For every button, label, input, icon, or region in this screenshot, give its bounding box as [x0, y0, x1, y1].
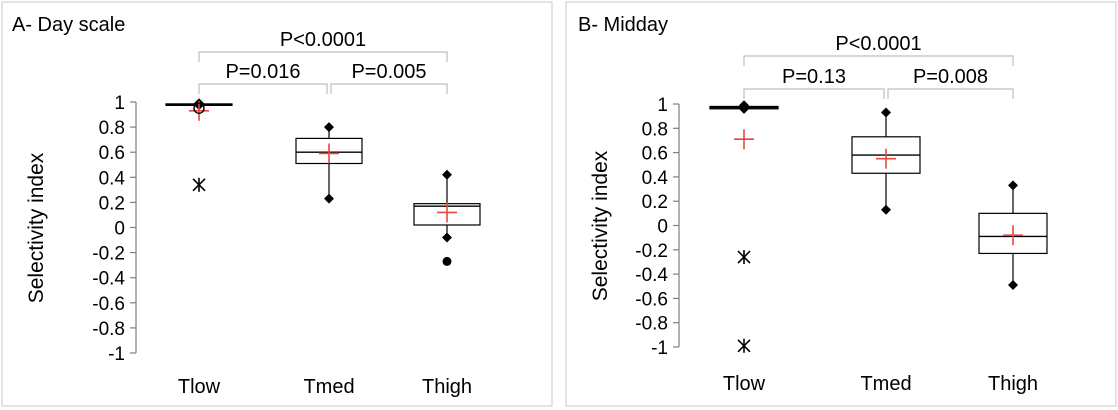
extreme-point — [737, 250, 751, 265]
panel-b-y-tick-label: 0 — [657, 217, 668, 238]
panel-b-y-axis-label: Selectivity index — [589, 150, 612, 301]
whisker-min-marker — [1008, 280, 1018, 291]
whisker-max-marker — [442, 169, 452, 180]
panel-b-y-tick-label: 0.4 — [642, 168, 669, 189]
whisker-min-marker — [881, 204, 891, 215]
panel-b-y-tick-label: -0.4 — [635, 265, 668, 286]
panel-a-y-tick-label: -0.8 — [92, 319, 125, 340]
panel-a-y-tick-label: -0.6 — [92, 294, 125, 315]
whisker-min-marker — [739, 103, 749, 114]
panel-a-significance-bracket: P<0.0001 — [198, 29, 448, 62]
bracket-line — [743, 88, 885, 99]
panel-a-y-tick-label: 0.8 — [99, 118, 125, 139]
bracket-p-value: P<0.0001 — [835, 33, 921, 55]
panel-a-y-tick-label: 0 — [114, 219, 125, 240]
panel-b-y-tick-label: -0.6 — [635, 289, 668, 310]
panel-b-significance-bracket: P=0.008 — [887, 66, 1014, 99]
bracket-p-value: P<0.0001 — [280, 29, 366, 51]
bracket-line — [198, 83, 328, 94]
bracket-line — [198, 51, 448, 62]
panel-a-significance-bracket: P=0.005 — [330, 61, 448, 94]
panel-a-y-tick-label: 0.6 — [99, 143, 125, 164]
panel-b-y-tick-label: 1 — [657, 95, 668, 116]
panel-b-y-tick-label: 0.6 — [642, 144, 668, 165]
whisker-max-marker — [324, 122, 334, 133]
panel-a-box-thigh — [413, 169, 481, 266]
bracket-p-value: P=0.016 — [225, 61, 300, 83]
panel-b-marks: 1 0.8 0.6 0.4 0.2 0 -0.2 -0.4 -0.6 -0.8 -1 Tlow Tmed… — [635, 33, 1048, 395]
panel-a-box-tlow — [165, 98, 233, 192]
panel-b-y-tick-label: -0.2 — [635, 241, 668, 262]
panel-b-box-thigh — [978, 180, 1048, 291]
panel-a-marks: 1 0.8 0.6 0.4 0.2 0 -0.2 -0.4 -0.6 -0.8 -1 Tlow Tmed… — [92, 29, 481, 398]
bracket-p-value: P=0.008 — [913, 66, 988, 88]
panel-a-category-label: Tlow — [178, 376, 221, 398]
bracket-line — [743, 55, 1014, 66]
extreme-point — [192, 177, 206, 192]
panel-a-title: A- Day scale — [12, 14, 125, 36]
panel-b-title: B- Midday — [578, 14, 668, 36]
outlier-point — [442, 256, 452, 266]
bracket-line — [330, 83, 448, 94]
panel-a-y-tick-label: -0.4 — [92, 269, 125, 290]
panel-a-category-label: Tmed — [303, 376, 354, 398]
panel-a-y-tick-label: -1 — [108, 344, 125, 365]
panel-b-significance-bracket: P<0.0001 — [743, 33, 1014, 66]
panel-a-y-tick-label: 0.2 — [99, 193, 125, 214]
panel-a: A- Day scale Selectivity index 1 0.8 0.6 0.… — [1, 1, 553, 407]
panel-b-box-tlow — [709, 100, 779, 353]
panel-b-y-tick-label: 0.8 — [642, 119, 668, 140]
bracket-line — [887, 88, 1014, 99]
panel-a-y-tick-label: -0.2 — [92, 244, 125, 265]
panel-b-category-label: Tlow — [723, 373, 766, 395]
whisker-min-marker — [442, 232, 452, 243]
whisker-max-marker — [1008, 180, 1018, 191]
panel-a-y-axis-label: Selectivity index — [25, 152, 48, 303]
panel-b-frame — [565, 1, 1117, 407]
panel-a-category-label: Thigh — [422, 376, 472, 398]
panel-b-category-label: Thigh — [988, 373, 1038, 395]
bracket-p-value: P=0.13 — [782, 66, 846, 88]
panel-a-significance-bracket: P=0.016 — [198, 61, 328, 94]
panel-b-y-tick-label: -1 — [651, 338, 668, 359]
outlier-point — [193, 102, 205, 114]
whisker-min-marker — [324, 193, 334, 204]
panel-b-significance-bracket: P=0.13 — [743, 66, 885, 99]
panel-b: B- Midday Selectivity index 1 0.8 0.6 0.4 0.… — [565, 1, 1117, 407]
panel-a-y-tick-label: 1 — [114, 93, 125, 114]
panel-b-y-tick-label: 0.2 — [642, 192, 668, 213]
panel-b-y-tick-label: -0.8 — [635, 314, 668, 335]
panel-a-box-tmed — [295, 122, 363, 204]
bracket-p-value: P=0.005 — [351, 61, 426, 83]
whisker-max-marker — [881, 107, 891, 118]
panel-b-box-tmed — [851, 107, 921, 215]
panel-a-y-tick-label: 0.4 — [99, 168, 126, 189]
extreme-point — [737, 338, 751, 353]
panel-b-category-label: Tmed — [860, 373, 911, 395]
